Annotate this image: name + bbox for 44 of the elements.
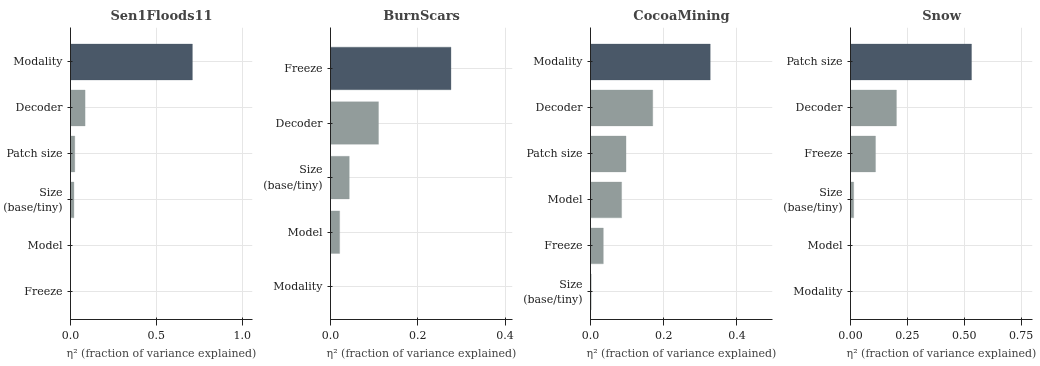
y-tick-label: Patch size: [786, 55, 843, 69]
chart-title: CocoaMining: [633, 7, 730, 23]
chart-title: Sen1Floods11: [110, 7, 213, 23]
y-tick-label: Modality: [533, 55, 584, 69]
y-tick-label: Decoder: [15, 101, 64, 115]
y-tick-label: Freeze: [284, 61, 323, 75]
y-tick-label: Modality: [273, 280, 324, 294]
y-tick-label: Size (base/tiny): [523, 277, 583, 307]
x-axis-title: η² (fraction of variance explained): [586, 346, 777, 360]
y-tick-label: Modality: [793, 285, 844, 299]
y-tick-label: Size (base/tiny): [3, 185, 63, 215]
x-axis-title: η² (fraction of variance explained): [846, 346, 1037, 360]
y-tick-label: Freeze: [24, 285, 63, 299]
x-axis-title: η² (fraction of variance explained): [326, 346, 517, 360]
x-tick-label: 0.0: [61, 328, 80, 342]
y-tick-label: Decoder: [795, 101, 844, 115]
y-tick-label: Model: [807, 239, 843, 253]
y-tick-label: Modality: [13, 55, 64, 69]
x-tick-label: 0.5: [147, 328, 166, 342]
y-tick-label: Patch size: [526, 147, 583, 161]
x-tick-label: 0.2: [654, 328, 673, 342]
x-tick-label: 0.4: [496, 328, 514, 342]
y-tick-label: Decoder: [535, 101, 584, 115]
y-tick-label: Freeze: [544, 239, 583, 253]
y-tick-label: Size (base/tiny): [783, 185, 843, 215]
y-tick-label: Size (base/tiny): [263, 163, 323, 192]
x-axis-title: η² (fraction of variance explained): [66, 346, 257, 360]
y-tick-label: Patch size: [6, 147, 63, 161]
x-tick-label: 0.2: [409, 328, 427, 342]
chart-title: Snow: [922, 7, 962, 23]
y-tick-label: Model: [287, 225, 323, 239]
x-tick-label: 0.4: [728, 328, 746, 342]
x-tick-label: 0.0: [321, 328, 340, 342]
y-tick-label: Model: [547, 193, 583, 207]
y-tick-label: Model: [27, 239, 63, 253]
x-tick-label: 0.0: [581, 328, 600, 342]
y-tick-label: Freeze: [804, 147, 843, 161]
chart-title: BurnScars: [383, 7, 460, 23]
x-tick-label: 1.0: [233, 328, 251, 342]
y-tick-label: Decoder: [275, 116, 324, 130]
x-tick-label: 0.25: [895, 328, 920, 342]
x-tick-label: 0.50: [952, 328, 977, 342]
x-tick-label: 0.00: [838, 328, 863, 342]
x-tick-label: 0.75: [1008, 328, 1034, 342]
